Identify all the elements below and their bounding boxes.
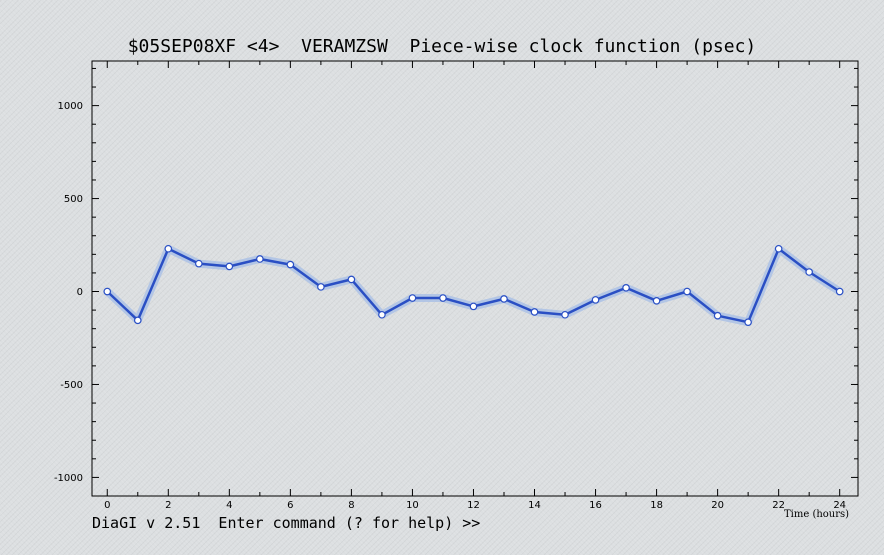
x-tick-label: 14 xyxy=(528,500,541,511)
data-point xyxy=(439,294,447,302)
data-point xyxy=(164,244,173,253)
plot-frame xyxy=(91,60,859,497)
y-tick-label: 1000 xyxy=(58,101,83,112)
x-tick-label: 18 xyxy=(650,500,663,511)
y-tick-label: -500 xyxy=(60,380,83,391)
series-line xyxy=(106,247,841,324)
x-tick-label: 0 xyxy=(104,500,110,511)
x-tick-label: 2 xyxy=(165,500,171,511)
data-point xyxy=(652,297,661,305)
y-tick-label: 0 xyxy=(77,287,83,298)
data-point xyxy=(347,275,356,284)
x-tick-label: 20 xyxy=(711,500,724,511)
x-tick-label: 4 xyxy=(226,500,232,511)
data-point xyxy=(744,318,752,326)
x-tick-label: 12 xyxy=(467,500,480,511)
data-point xyxy=(256,255,264,263)
series-group xyxy=(103,244,844,327)
chart-title: $05SEP08XF <4> VERAMZSW Piece-wise clock… xyxy=(127,36,757,57)
data-point xyxy=(133,316,142,325)
data-point xyxy=(195,259,203,268)
data-point xyxy=(774,244,783,253)
data-point xyxy=(103,287,112,296)
data-point xyxy=(713,311,722,320)
data-point xyxy=(469,302,478,311)
y-tick-label: -1000 xyxy=(54,473,83,484)
series-line-glow xyxy=(103,244,844,327)
data-point xyxy=(317,283,325,291)
x-tick-label: 6 xyxy=(287,500,293,511)
data-point xyxy=(805,268,813,276)
data-point xyxy=(561,310,569,319)
data-point xyxy=(622,283,630,292)
x-tick-label: 24 xyxy=(833,500,846,511)
command-prompt[interactable]: DiaGI v 2.51 Enter command (? for help) … xyxy=(92,514,481,532)
x-tick-label: 16 xyxy=(589,500,602,511)
data-point xyxy=(683,287,691,296)
data-point xyxy=(225,262,234,271)
data-point xyxy=(408,294,417,302)
axis-ticks xyxy=(92,61,858,496)
x-tick-label: 10 xyxy=(406,500,419,511)
x-tick-label: 8 xyxy=(348,500,354,511)
data-point xyxy=(500,295,508,303)
y-tick-label: 500 xyxy=(64,194,83,205)
data-point xyxy=(286,260,295,269)
x-axis-label: Time (hours) xyxy=(784,509,850,520)
x-tick-label: 22 xyxy=(772,500,785,511)
data-point xyxy=(378,310,386,319)
data-point xyxy=(835,287,844,296)
data-point xyxy=(530,308,539,316)
data-point xyxy=(591,296,600,304)
